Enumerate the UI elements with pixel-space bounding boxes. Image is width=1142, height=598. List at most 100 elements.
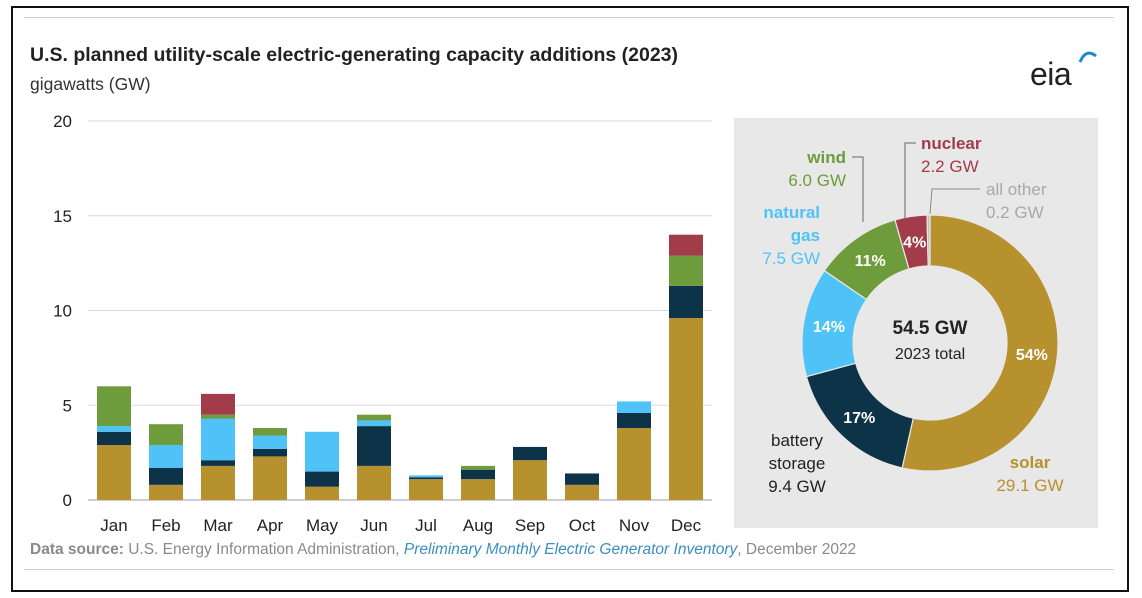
source-date: , December 2022 (737, 541, 857, 558)
callout-leader-wind (852, 156, 864, 222)
bar-gridlines (88, 120, 712, 501)
units-label: gigawatts (GW) (30, 74, 151, 94)
bar-segment-solar (97, 445, 131, 500)
bar-segment-wind (253, 427, 287, 436)
bar-marks (97, 234, 703, 500)
source-label: Data source: (30, 541, 124, 558)
x-tick-label: Apr (257, 516, 284, 535)
x-tick-label: Jun (360, 516, 387, 535)
callout-name-natural-gas: natural (763, 203, 820, 222)
bottom-rule (24, 569, 1114, 570)
y-tick-label: 10 (53, 302, 72, 321)
y-tick-label: 0 (63, 491, 72, 510)
y-tick-label: 15 (53, 207, 72, 226)
bar-segment-solar (357, 465, 391, 500)
bar-segment-solar (669, 318, 703, 500)
bar-segment-solar (149, 484, 183, 500)
bar-segment-gas (617, 401, 651, 413)
bar-segment-battery (149, 467, 183, 485)
bar-segment-wind (149, 424, 183, 446)
bar-segment-wind (201, 414, 235, 419)
callout-name-nuclear: nuclear (921, 134, 982, 153)
y-tick-label: 20 (53, 112, 72, 131)
donut-percent-labels: 54% 17% 14% 11% 4% (813, 235, 1048, 427)
callout-name-wind: wind (806, 148, 846, 167)
bar-segment-solar (409, 479, 443, 500)
donut-slice-solar (901, 214, 1059, 472)
bar-segment-nuclear (669, 234, 703, 256)
x-tick-label: Mar (203, 516, 233, 535)
callout-name-all-other: all other (986, 180, 1047, 199)
callout-name-natural-gas-line2: gas (791, 226, 820, 245)
bar-segment-gas (253, 435, 287, 449)
callout-leader-all-other (929, 188, 980, 215)
bar-segment-solar (513, 460, 547, 500)
source-org: U.S. Energy Information Administration, (128, 541, 400, 558)
bar-segment-nuclear (201, 393, 235, 415)
bar-segment-battery (565, 473, 599, 485)
bar-segment-gas (409, 475, 443, 478)
bar-segment-solar (565, 484, 599, 500)
donut-percent-label: 17% (843, 410, 875, 427)
bar-segment-battery (669, 285, 703, 319)
callout-name-solar: solar (1010, 453, 1051, 472)
donut-percent-label: 4% (903, 235, 926, 252)
bar-segment-solar (253, 456, 287, 500)
bar-segment-battery (305, 471, 339, 487)
bar-segment-wind (669, 255, 703, 286)
x-tick-label: Nov (619, 516, 650, 535)
bar-segment-solar (305, 486, 339, 500)
bar-segment-solar (617, 427, 651, 500)
donut-center-label: 2023 total (895, 346, 965, 363)
chart-title: U.S. planned utility-scale electric-gene… (30, 44, 679, 66)
x-tick-label: May (306, 516, 339, 535)
top-rule (24, 17, 1114, 18)
bar-segment-solar (461, 479, 495, 500)
x-tick-label: Feb (151, 516, 180, 535)
x-tick-label: Oct (569, 516, 596, 535)
bar-segment-battery (357, 426, 391, 466)
bar-segment-gas (201, 418, 235, 461)
donut-slice-all-other (926, 214, 931, 267)
bar-segment-battery (97, 431, 131, 446)
donut-marks (801, 214, 1059, 472)
callout-value-natural-gas: 7.5 GW (762, 249, 820, 268)
x-tick-label: Jul (415, 516, 437, 535)
bar-segment-gas (357, 420, 391, 427)
eia-logo-arc-icon (1078, 51, 1097, 63)
callout-value-wind: 6.0 GW (788, 171, 846, 190)
callout-value-nuclear: 2.2 GW (921, 157, 979, 176)
callout-value-battery-storage: 9.4 GW (768, 477, 826, 496)
eia-logo-text: eia (1030, 56, 1072, 92)
bar-segment-wind (97, 386, 131, 427)
bar-segment-battery (513, 446, 547, 461)
bar-segment-wind (357, 414, 391, 421)
bar-segment-battery (253, 448, 287, 457)
data-source: Data source: U.S. Energy Information Adm… (30, 541, 856, 559)
x-tick-label: Sep (515, 516, 545, 535)
x-tick-label: Jan (100, 516, 127, 535)
bar-segment-gas (305, 431, 339, 472)
donut-center-total: 54.5 GW (893, 318, 968, 339)
bar-segment-battery (409, 477, 443, 480)
bar-segment-wind (461, 465, 495, 470)
bar-segment-solar (201, 465, 235, 500)
callout-name-battery-storage: battery (771, 431, 823, 450)
y-tick-label: 5 (63, 396, 72, 415)
source-publication: Preliminary Monthly Electric Generator I… (403, 541, 738, 558)
x-tick-label: Aug (463, 516, 493, 535)
callout-leader-nuclear (904, 142, 916, 218)
bar-y-tick-labels: 0 5 10 15 20 (53, 112, 72, 510)
bar-segment-battery (201, 460, 235, 466)
callout-name-battery-storage-line2: storage (769, 454, 826, 473)
eia-logo: eia (1030, 50, 1100, 100)
callout-value-solar: 29.1 GW (996, 476, 1063, 495)
donut-percent-label: 54% (1016, 347, 1048, 364)
bar-segment-gas (149, 445, 183, 468)
donut-percent-label: 11% (855, 253, 886, 270)
donut-callouts: wind 6.0 GW natural gas 7.5 GW nuclear 2.2 GW a… (762, 134, 1063, 496)
bar-segment-battery (461, 469, 495, 480)
x-tick-label: Dec (671, 516, 702, 535)
donut-percent-label: 14% (813, 319, 845, 336)
